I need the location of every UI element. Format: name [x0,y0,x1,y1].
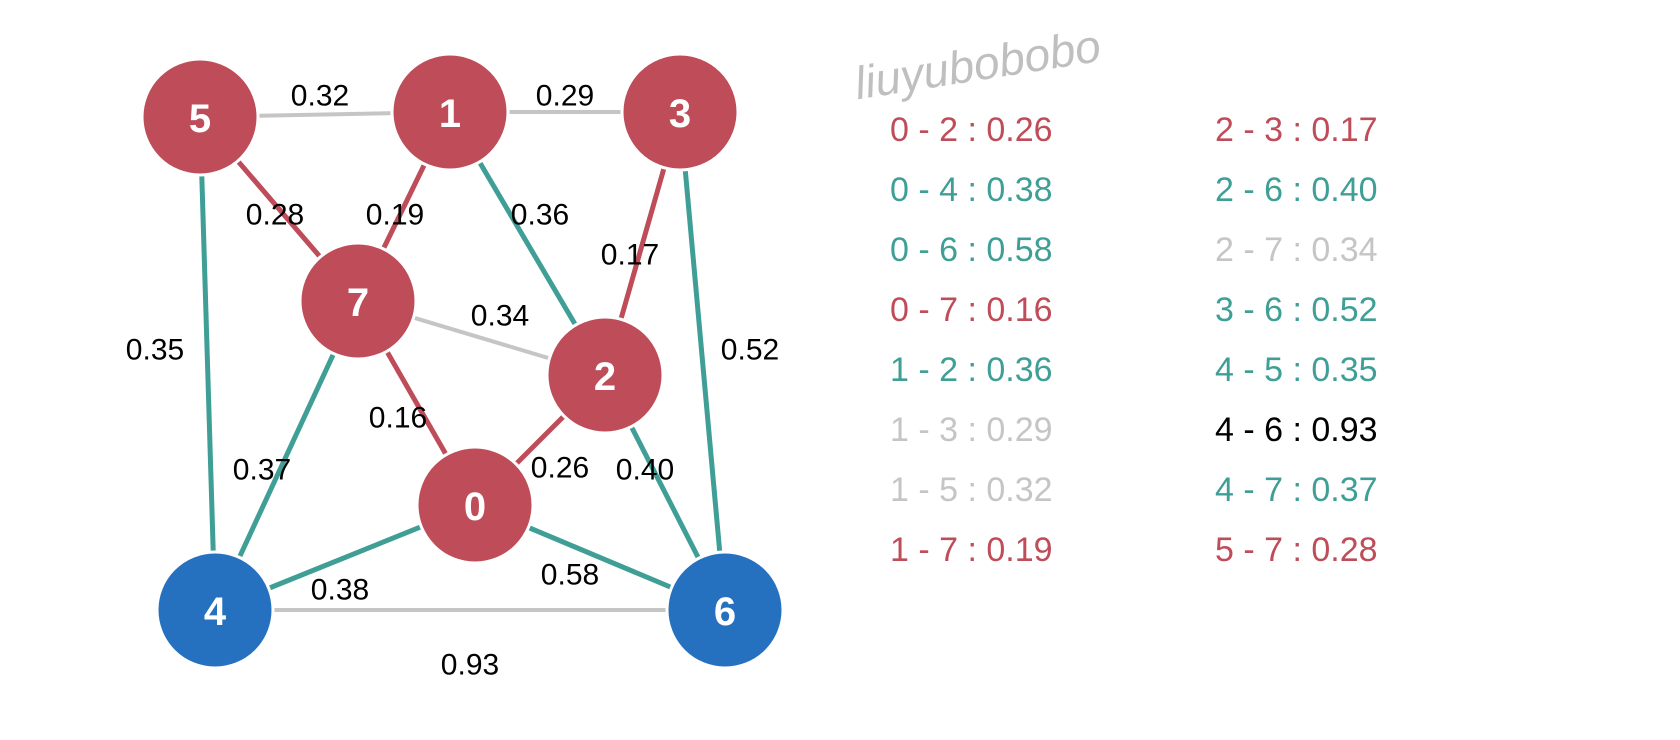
legend-col1-4: 1 - 2 : 0.36 [890,351,1053,389]
legend-col2-3: 3 - 6 : 0.52 [1215,291,1378,329]
node-6-label: 6 [714,590,736,634]
edge-weight-3-6: 0.52 [721,334,779,367]
edge-weight-4-7: 0.37 [233,454,291,487]
legend-col1-0: 0 - 2 : 0.26 [890,111,1053,149]
legend-col1-5: 1 - 3 : 0.29 [890,411,1053,449]
nodes-layer: 0 1 2 3 4 5 6 7 [142,54,783,668]
node-1: 1 [392,54,508,170]
node-5: 5 [142,59,258,175]
node-5-label: 5 [189,97,211,141]
node-6: 6 [667,552,783,668]
weighted-graph-diagram: 0.35 0.38 0.58 0.37 0.36 0.40 0.52 0.28 0.19 0.16… [0,0,1680,740]
legend-col1-3: 0 - 7 : 0.16 [890,291,1053,329]
legend-col2-5: 4 - 6 : 0.93 [1215,411,1378,449]
edge-weight-2-6: 0.40 [616,454,674,487]
node-1-label: 1 [439,92,461,136]
edge-4-5 [200,117,215,610]
edge-weight-2-7: 0.34 [471,300,529,333]
edge-weight-4-6: 0.93 [441,649,499,682]
edge-weight-5-7: 0.28 [246,199,304,232]
legend-col2-2: 2 - 7 : 0.34 [1215,231,1378,269]
node-2-label: 2 [594,355,616,399]
node-3: 3 [622,54,738,170]
legend-col1-6: 1 - 5 : 0.32 [890,471,1053,509]
legend-col2-7: 5 - 7 : 0.28 [1215,531,1378,569]
edge-weight-0-6: 0.58 [541,559,599,592]
legend-col1-7: 1 - 7 : 0.19 [890,531,1053,569]
legend-col2-6: 4 - 7 : 0.37 [1215,471,1378,509]
node-3-label: 3 [669,92,691,136]
edge-weight-0-4: 0.38 [311,574,369,607]
watermark: liuyubobobo [851,19,1104,109]
edge-weight-1-7: 0.19 [366,199,424,232]
legend-col2-4: 4 - 5 : 0.35 [1215,351,1378,389]
legend-col2-0: 2 - 3 : 0.17 [1215,111,1378,149]
watermark-layer: liuyubobobo [851,19,1104,109]
legend-col2-1: 2 - 6 : 0.40 [1215,171,1378,209]
legend-col1-2: 0 - 6 : 0.58 [890,231,1053,269]
node-0: 0 [417,447,533,563]
edge-weight-0-2: 0.26 [531,452,589,485]
edge-weight-0-7: 0.16 [369,402,427,435]
node-2: 2 [547,317,663,433]
node-7-label: 7 [347,281,369,325]
edge-weight-4-5: 0.35 [126,334,184,367]
edge-weight-1-5: 0.32 [291,80,349,113]
edge-weight-1-2: 0.36 [511,199,569,232]
legend-layer: 0 - 2 : 0.26 0 - 4 : 0.38 0 - 6 : 0.58 0 - … [890,111,1378,569]
node-0-label: 0 [464,485,486,529]
legend-col1-1: 0 - 4 : 0.38 [890,171,1053,209]
node-4: 4 [157,552,273,668]
edge-weight-2-3: 0.17 [601,239,659,272]
node-7: 7 [300,243,416,359]
edge-weight-1-3: 0.29 [536,80,594,113]
node-4-label: 4 [204,590,227,634]
